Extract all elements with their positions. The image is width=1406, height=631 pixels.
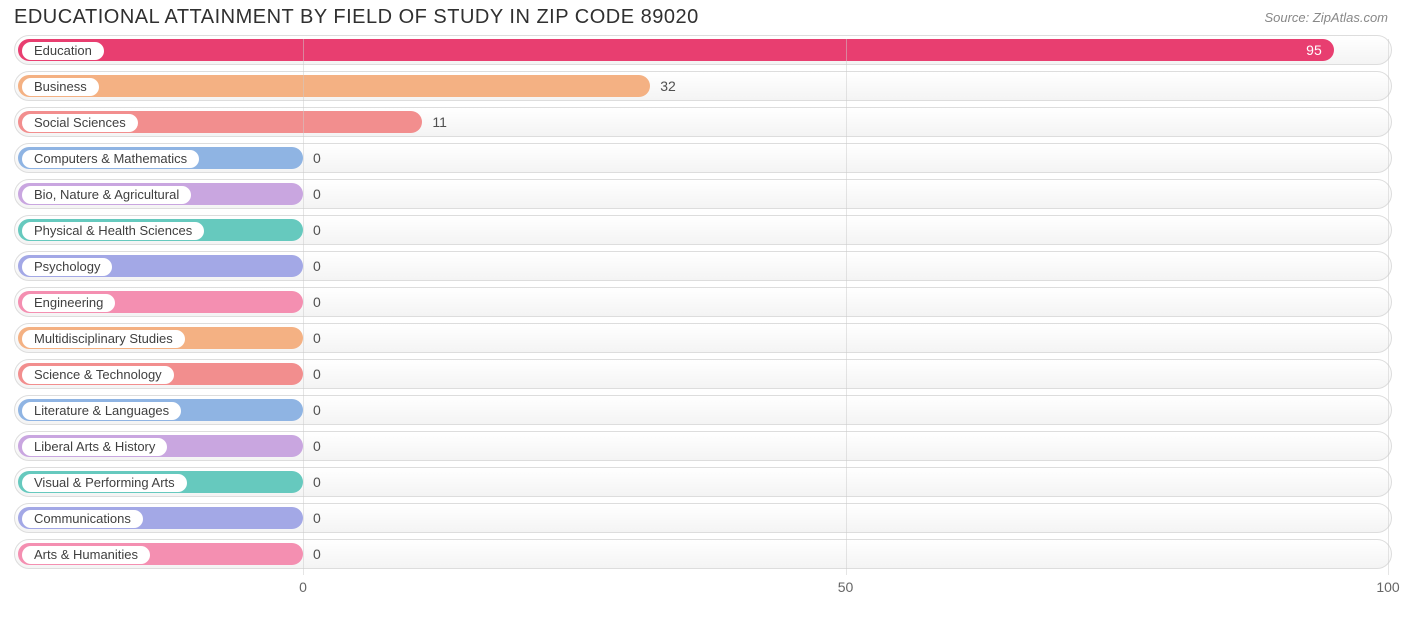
x-axis: 050100: [14, 575, 1392, 615]
bar-row: Science & Technology 0: [14, 359, 1392, 389]
bar-category-label: Science & Technology: [21, 365, 175, 385]
axis-gridline: [846, 39, 847, 575]
bar-row: Engineering 0: [14, 287, 1392, 317]
bar-row: Arts & Humanities 0: [14, 539, 1392, 569]
bar-category-label: Liberal Arts & History: [21, 437, 168, 457]
bar-fill: [18, 39, 1334, 61]
x-axis-tick-label: 50: [838, 579, 854, 595]
bar-category-label: Psychology: [21, 257, 113, 277]
bar-row: Bio, Nature & Agricultural 0: [14, 179, 1392, 209]
bar-value-label: 0: [313, 504, 321, 532]
bar-category-label: Social Sciences: [21, 113, 139, 133]
chart-header: EDUCATIONAL ATTAINMENT BY FIELD OF STUDY…: [0, 0, 1406, 33]
bar-row: Visual & Performing Arts 0: [14, 467, 1392, 497]
x-axis-tick-label: 100: [1376, 579, 1399, 595]
bar-category-label: Arts & Humanities: [21, 545, 151, 565]
chart-source: Source: ZipAtlas.com: [1264, 10, 1388, 25]
bar-row: Communications 0: [14, 503, 1392, 533]
bar-row: Liberal Arts & History 0: [14, 431, 1392, 461]
bar-value-label: 0: [313, 540, 321, 568]
chart-plot-area: Education 95 Business 32 Social Sciences 11 Co…: [0, 33, 1406, 569]
bar-row: Physical & Health Sciences 0: [14, 215, 1392, 245]
bar-category-label: Multidisciplinary Studies: [21, 329, 186, 349]
bar-row: Multidisciplinary Studies 0: [14, 323, 1392, 353]
bar-category-label: Physical & Health Sciences: [21, 221, 205, 241]
bar-value-label: 0: [313, 396, 321, 424]
bar-value-label: 0: [313, 360, 321, 388]
bar-value-label: 95: [1306, 36, 1322, 64]
bar-value-label: 0: [313, 252, 321, 280]
x-axis-tick-label: 0: [299, 579, 307, 595]
bar-row: Psychology 0: [14, 251, 1392, 281]
bar-value-label: 11: [432, 108, 447, 136]
axis-gridline: [1388, 39, 1389, 575]
bar-category-label: Bio, Nature & Agricultural: [21, 185, 192, 205]
bar-category-label: Visual & Performing Arts: [21, 473, 188, 493]
bar-row: Social Sciences 11: [14, 107, 1392, 137]
bar-value-label: 0: [313, 180, 321, 208]
bar-value-label: 0: [313, 468, 321, 496]
bar-row: Literature & Languages 0: [14, 395, 1392, 425]
bar-value-label: 0: [313, 144, 321, 172]
bar-row: Business 32: [14, 71, 1392, 101]
bar-category-label: Literature & Languages: [21, 401, 182, 421]
bar-value-label: 0: [313, 216, 321, 244]
bar-value-label: 0: [313, 324, 321, 352]
bar-value-label: 0: [313, 432, 321, 460]
bar-row: Computers & Mathematics 0: [14, 143, 1392, 173]
chart-title: EDUCATIONAL ATTAINMENT BY FIELD OF STUDY…: [14, 6, 699, 29]
bar-value-label: 32: [660, 72, 676, 100]
bar-category-label: Education: [21, 41, 105, 61]
bar-category-label: Engineering: [21, 293, 116, 313]
bar-row: Education 95: [14, 35, 1392, 65]
bar-value-label: 0: [313, 288, 321, 316]
bar-category-label: Computers & Mathematics: [21, 149, 200, 169]
bar-fill: [18, 75, 650, 97]
bar-category-label: Business: [21, 77, 100, 97]
bar-category-label: Communications: [21, 509, 144, 529]
axis-gridline: [303, 39, 304, 575]
